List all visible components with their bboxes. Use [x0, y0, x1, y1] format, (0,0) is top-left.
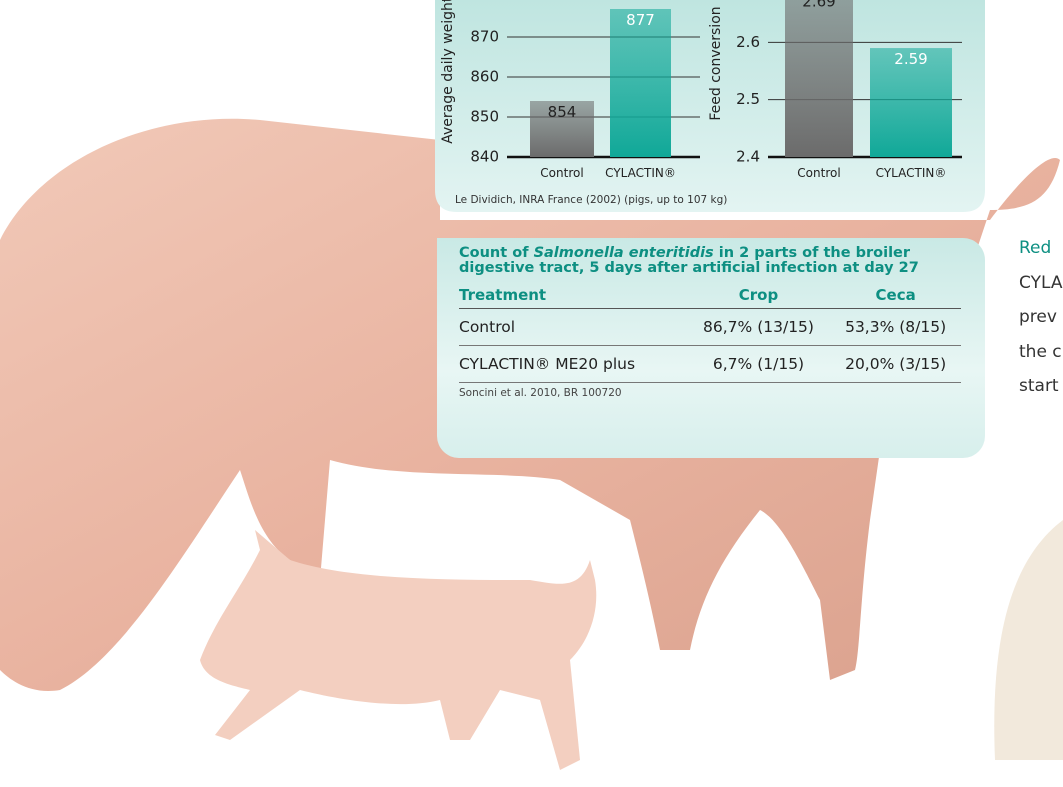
side-line: CYLA — [1019, 273, 1062, 293]
y-tick-label: 840 — [470, 148, 499, 166]
value-label: 2.69 — [802, 0, 835, 11]
side-line: start — [1019, 376, 1059, 396]
x-tick-label: CYLACTIN® — [605, 166, 676, 180]
table-source: Soncini et al. 2010, BR 100720 — [459, 387, 961, 399]
y-axis-label: Feed conversion — [708, 6, 724, 120]
y-tick-label: 870 — [470, 28, 499, 46]
header-cell: Crop — [687, 282, 830, 309]
header-cell: Treatment — [459, 282, 687, 309]
header-cell: Ceca — [830, 282, 961, 309]
table-title: Count of Salmonella enteritidis in 2 par… — [459, 246, 929, 276]
table-header: Treatment Crop Ceca — [459, 282, 961, 309]
table-row: CYLACTIN® ME20 plus 6,7% (1/15) 20,0% (3… — [459, 346, 961, 383]
piglet-shape — [200, 530, 596, 770]
cell: 20,0% (3/15) — [830, 346, 961, 383]
side-line: prev — [1019, 307, 1057, 327]
bar — [610, 9, 671, 157]
cell: 86,7% (13/15) — [687, 309, 830, 346]
x-tick-label: CYLACTIN® — [876, 166, 947, 180]
bar — [785, 0, 853, 157]
table: Treatment Crop Ceca Control 86,7% (13/15… — [459, 282, 961, 383]
y-tick-label: 2.6 — [736, 33, 760, 51]
chart-source: Le Dividich, INRA France (2002) (pigs, u… — [455, 194, 727, 206]
value-label: 854 — [548, 103, 577, 121]
cell: 6,7% (1/15) — [687, 346, 830, 383]
side-heading: Red — [1019, 238, 1051, 258]
value-label: 877 — [626, 11, 655, 29]
y-tick-label: 860 — [470, 68, 499, 86]
page: Le Dividich, INRA France (2002) (pigs, u… — [0, 0, 1063, 787]
y-tick-label: 2.5 — [736, 90, 760, 108]
x-tick-label: Control — [540, 166, 583, 180]
cell: Control — [459, 309, 687, 346]
y-tick-label: 2.4 — [736, 148, 760, 166]
table-row: Control 86,7% (13/15) 53,3% (8/15) — [459, 309, 961, 346]
y-axis-label: Average daily weight g — [440, 0, 456, 144]
table-panel: Count of Salmonella enteritidis in 2 par… — [437, 238, 985, 458]
x-tick-label: Control — [797, 166, 840, 180]
cell: 53,3% (8/15) — [830, 309, 961, 346]
y-tick-label: 850 — [470, 108, 499, 126]
value-label: 2.59 — [894, 50, 927, 68]
cell: CYLACTIN® ME20 plus — [459, 346, 687, 383]
title-italic: Salmonella enteritidis — [534, 245, 714, 261]
title-part: Count of — [459, 245, 529, 261]
right-pig-shape — [994, 520, 1063, 760]
side-line: the c — [1019, 342, 1062, 362]
